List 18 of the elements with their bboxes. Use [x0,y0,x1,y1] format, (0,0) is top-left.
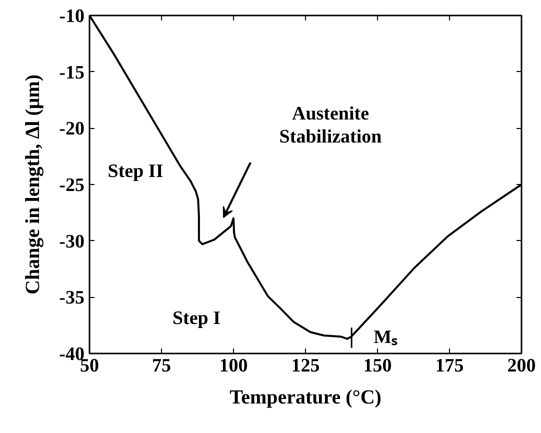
x-tick-label: 200 [507,356,536,376]
annotation: Step I [172,308,221,329]
y-tick-label: -15 [59,62,84,84]
x-tick-label: 100 [219,356,248,376]
annotation: Austenite Stabilization [279,103,382,148]
y-tick-label: -30 [59,231,84,252]
y-tick-label: -20 [59,118,84,140]
annotation: Step II [108,161,164,182]
x-tick-label: 150 [363,356,392,376]
annotation: Mₛ [374,327,398,348]
y-axis-title: Change in length, Δl (μm) [22,74,44,294]
y-tick-label: -10 [59,6,84,27]
x-tick-label: 125 [291,356,320,376]
x-tick-label: 175 [435,356,464,376]
y-tick-label: -25 [59,175,84,196]
x-tick-label: 75 [152,356,171,376]
x-axis-title: Temperature (°C) [230,386,382,408]
y-tick-label: -35 [59,288,84,309]
